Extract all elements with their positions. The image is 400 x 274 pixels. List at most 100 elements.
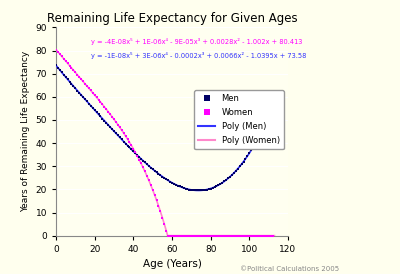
Point — [194, 188, 200, 193]
Point — [217, 182, 224, 186]
Point — [248, 148, 254, 152]
Point — [150, 188, 156, 192]
Point — [225, 176, 231, 181]
Point — [240, 159, 247, 164]
Point — [231, 233, 237, 238]
Point — [198, 188, 204, 193]
Point — [113, 131, 119, 136]
Point — [126, 140, 133, 144]
Point — [72, 86, 78, 90]
Point — [136, 155, 142, 159]
Point — [140, 158, 146, 163]
Point — [163, 177, 170, 181]
Point — [213, 233, 220, 238]
Point — [165, 178, 171, 183]
Point — [142, 169, 148, 174]
Point — [233, 233, 239, 238]
Point — [78, 77, 84, 81]
Point — [161, 176, 168, 180]
Legend: Men, Women, Poly (Men), Poly (Women): Men, Women, Poly (Men), Poly (Women) — [194, 90, 284, 149]
Point — [84, 84, 90, 88]
Point — [227, 175, 233, 179]
Point — [167, 179, 173, 184]
Point — [227, 233, 233, 238]
Point — [128, 147, 134, 152]
Point — [266, 233, 272, 238]
Point — [169, 181, 175, 185]
Point — [173, 182, 179, 187]
Point — [60, 56, 67, 61]
Point — [269, 107, 276, 111]
Point — [238, 162, 245, 166]
Point — [62, 75, 69, 79]
Point — [88, 88, 94, 93]
Point — [157, 209, 164, 214]
Point — [186, 233, 193, 238]
Point — [264, 233, 270, 238]
Point — [211, 185, 218, 189]
Point — [62, 59, 69, 63]
Point — [262, 233, 268, 238]
Point — [264, 119, 270, 124]
Point — [242, 233, 249, 238]
Point — [55, 65, 61, 70]
Point — [161, 222, 168, 226]
Point — [59, 70, 65, 75]
Point — [66, 63, 73, 68]
Point — [76, 75, 82, 79]
Point — [252, 233, 258, 238]
Point — [182, 233, 189, 238]
Point — [173, 233, 179, 238]
Point — [122, 134, 129, 138]
Point — [118, 137, 125, 142]
Point — [256, 233, 262, 238]
Point — [182, 186, 189, 191]
Point — [66, 79, 73, 84]
Point — [210, 233, 216, 238]
Point — [198, 233, 204, 238]
Point — [192, 233, 198, 238]
Point — [146, 164, 152, 168]
Point — [184, 233, 191, 238]
Title: Remaining Life Expectancy for Given Ages: Remaining Life Expectancy for Given Ages — [47, 12, 297, 25]
Point — [53, 63, 59, 68]
Point — [101, 119, 108, 123]
Point — [175, 233, 181, 238]
Point — [107, 125, 113, 129]
Point — [130, 147, 136, 151]
Point — [55, 50, 61, 54]
Point — [153, 170, 160, 175]
Point — [258, 233, 264, 238]
Point — [269, 233, 276, 238]
Point — [136, 157, 142, 162]
Point — [238, 233, 245, 238]
Point — [210, 185, 216, 190]
Point — [70, 84, 77, 88]
Point — [236, 164, 243, 169]
Point — [190, 188, 196, 192]
Point — [86, 101, 92, 106]
Point — [111, 117, 117, 121]
Point — [109, 127, 115, 131]
Point — [229, 233, 235, 238]
Point — [82, 97, 88, 101]
Point — [90, 106, 96, 110]
Point — [126, 145, 133, 150]
Point — [188, 188, 194, 192]
Point — [103, 121, 110, 125]
Point — [231, 171, 237, 175]
Y-axis label: Years of Remaining Life Expectancy: Years of Remaining Life Expectancy — [21, 51, 30, 212]
Point — [167, 233, 173, 238]
Point — [84, 99, 90, 104]
Point — [211, 233, 218, 238]
Point — [60, 73, 67, 77]
Point — [132, 150, 138, 155]
Point — [208, 186, 214, 191]
Point — [82, 81, 88, 86]
Point — [148, 183, 154, 187]
Point — [57, 68, 63, 72]
Point — [215, 233, 222, 238]
Point — [236, 233, 243, 238]
Point — [57, 52, 63, 56]
Point — [151, 169, 158, 173]
